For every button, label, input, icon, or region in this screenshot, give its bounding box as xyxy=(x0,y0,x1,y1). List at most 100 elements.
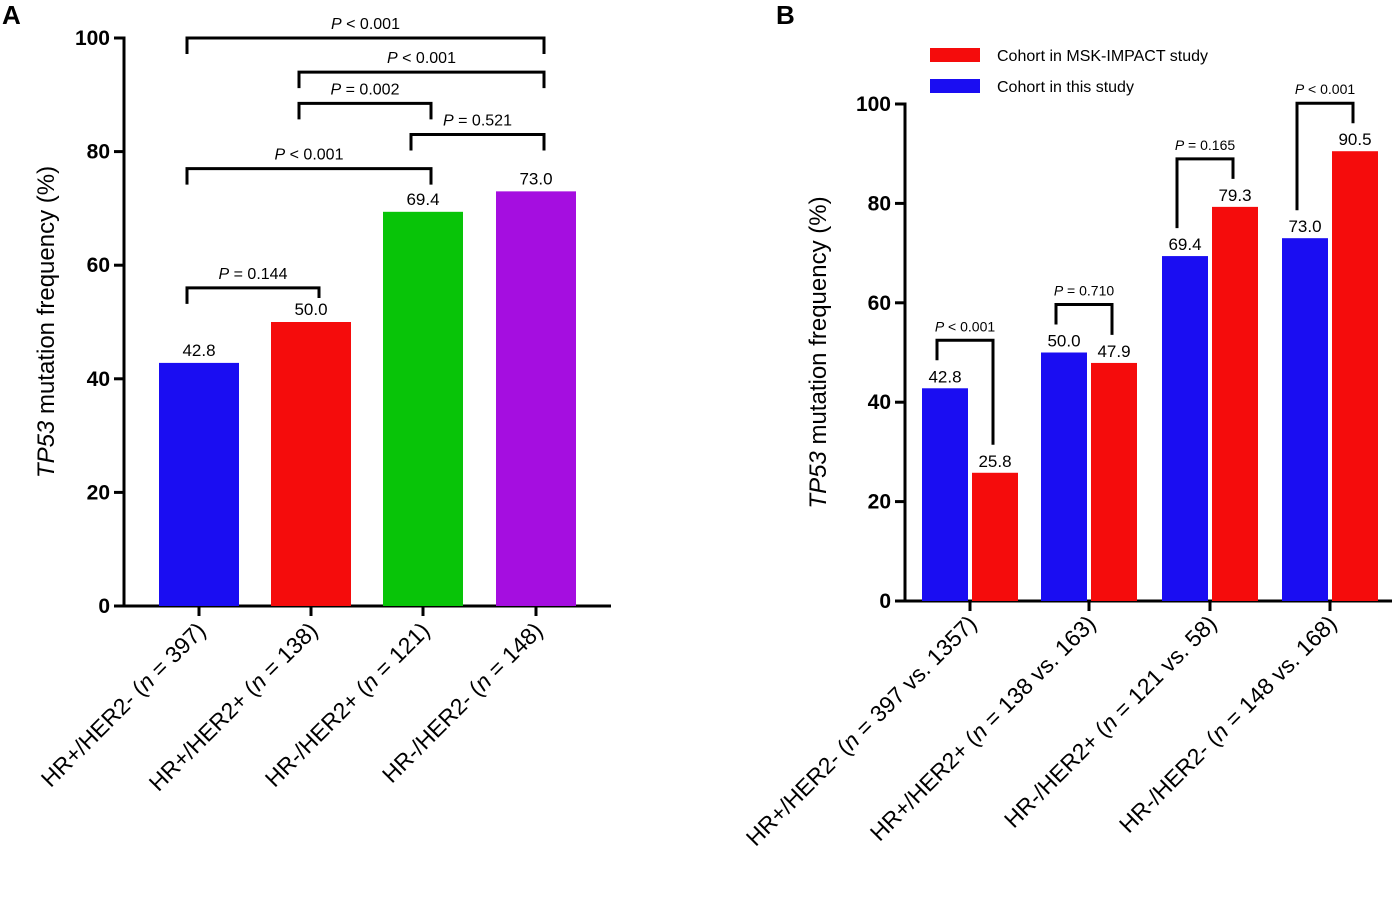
panel-b-ytick-label: 40 xyxy=(868,391,891,414)
panel-a-ytick-label: 100 xyxy=(75,27,110,50)
panel-b-significance-bracket xyxy=(935,338,995,445)
panel-b-category-label-part: HR-/HER2- ( xyxy=(1114,727,1225,838)
panel-a-ytick-label: 0 xyxy=(98,595,110,618)
panel-a-p-value-part: = 0.521 xyxy=(454,113,512,130)
panel-b-category-label: HR-/HER2+ (n = 121 vs. 58) xyxy=(999,610,1222,833)
panel-a-y-axis-title-part: TP53 xyxy=(33,420,60,478)
panel-a-p-value-part: < 0.001 xyxy=(398,50,456,67)
panel-b-legend-swatch xyxy=(930,48,980,62)
panel-a-significance-bracket xyxy=(185,167,433,185)
panel-a-p-value-part: P xyxy=(443,113,454,130)
panel-b-ytick-label: 100 xyxy=(856,93,891,116)
panel-a-significance-bracket xyxy=(185,36,546,54)
panel-a-ytick-label: 20 xyxy=(87,481,110,504)
panel-a-p-value-part: P xyxy=(387,50,398,67)
panel-a-p-value: P < 0.001 xyxy=(387,50,456,67)
panel-a-bar xyxy=(496,191,576,607)
panel-b-category-label-part: HR+/HER2- ( xyxy=(741,736,856,851)
panel-b-value-label: 47.9 xyxy=(1097,342,1130,361)
panel-a-category-label-part: = 138) xyxy=(253,617,322,686)
panel-b-letter: B xyxy=(776,0,795,30)
panel-b-legend-swatch xyxy=(930,79,980,93)
panel-b-p-value-part: = 0.710 xyxy=(1063,283,1114,299)
panel-a-p-value-part: P xyxy=(219,266,230,283)
panel-a-significance-bracket xyxy=(185,286,321,304)
panel-b-value-label: 25.8 xyxy=(978,452,1011,471)
panel-b-y-axis-title-part: mutation frequency (%) xyxy=(805,196,832,451)
panel-a-value-label: 73.0 xyxy=(519,169,552,188)
panel-a-significance-bracket xyxy=(409,133,546,151)
panel-a-category-label-part: HR+/HER2- ( xyxy=(36,677,151,792)
panel-b-p-value-part: P xyxy=(935,318,945,334)
panel-b-category-label-part: = 121 vs. 58) xyxy=(1104,610,1221,727)
panel-b-ytick-label: 0 xyxy=(879,590,891,613)
panel-a-category-label-part: = 148) xyxy=(478,617,547,686)
panel-b-y-axis-title-part: TP53 xyxy=(805,451,832,509)
panel-a-category-label-part: = 121) xyxy=(365,617,434,686)
panel-a-y-axis-title: TP53 mutation frequency (%) xyxy=(33,166,60,478)
panel-b-p-value: P = 0.165 xyxy=(1175,137,1236,153)
panel-b-bar-this-study xyxy=(922,388,968,601)
panel-a-p-value-part: < 0.001 xyxy=(342,16,400,33)
panel-a-p-value-part: = 0.144 xyxy=(229,266,287,283)
panel-b-legend-label: Cohort in MSK-IMPACT study xyxy=(997,48,1208,65)
panel-b-value-label: 42.8 xyxy=(928,367,961,386)
panel-b-ytick-label: 60 xyxy=(868,292,891,315)
panel-a-p-value-part: = 0.002 xyxy=(341,81,399,98)
panel-a-value-label: 69.4 xyxy=(406,190,439,209)
panel-a-p-value-part: < 0.001 xyxy=(285,147,343,164)
panel-b-category-label: HR+/HER2- (n = 397 vs. 1357) xyxy=(741,610,982,851)
panel-a-value-label: 50.0 xyxy=(294,300,327,319)
panel-b-p-value-part: < 0.001 xyxy=(1304,81,1355,97)
panel-a-bar xyxy=(383,211,463,607)
panel-a-p-value-part: P xyxy=(275,147,286,164)
panel-a-p-value: P < 0.001 xyxy=(275,147,344,164)
panel-a-p-value: P = 0.521 xyxy=(443,113,512,130)
panel-b-value-label: 73.0 xyxy=(1288,217,1321,236)
panel-b-p-value-part: P xyxy=(1054,283,1064,299)
panel-b-significance-bracket xyxy=(1054,303,1114,335)
panel-a-significance-bracket xyxy=(297,70,546,89)
panel-b-p-value-part: P xyxy=(1175,137,1185,153)
panel-b-legend-label: Cohort in this study xyxy=(997,79,1134,96)
panel-b-bar-this-study xyxy=(1162,256,1208,601)
panel-b-category-label-part: = 397 vs. 1357) xyxy=(846,610,981,745)
panel-a-ytick-label: 60 xyxy=(87,254,110,277)
panel-b-category-label: HR+/HER2+ (n = 138 vs. 163) xyxy=(865,610,1101,846)
panel-b-category-label: HR-/HER2- (n = 148 vs. 168) xyxy=(1114,610,1342,838)
panel-b-ytick-label: 80 xyxy=(868,192,891,215)
panel-b-significance-bracket xyxy=(1295,101,1355,211)
panel-b-p-value-part: = 0.165 xyxy=(1184,137,1235,153)
panel-b-bar-msk-impact xyxy=(1091,362,1137,601)
panel-b-bar-msk-impact xyxy=(1332,151,1378,601)
panel-a-category-label-part: HR+/HER2+ ( xyxy=(144,677,263,796)
panel-b-bar-msk-impact xyxy=(1212,206,1258,601)
panel-b-category-label-part: = 138 vs. 163) xyxy=(974,610,1100,736)
panel-b-category-label-part: HR-/HER2+ ( xyxy=(999,718,1114,833)
panel-a-ytick-label: 40 xyxy=(87,368,110,391)
panel-b-bar-this-study xyxy=(1041,352,1087,601)
panel-a-p-value: P = 0.144 xyxy=(219,266,288,283)
panel-a-y-axis-title-part: mutation frequency (%) xyxy=(33,166,60,421)
panel-b-p-value-part: < 0.001 xyxy=(944,318,995,334)
panel-b-bar-this-study xyxy=(1282,238,1328,601)
panel-a-p-value-part: P xyxy=(331,81,342,98)
panel-b-p-value: P < 0.001 xyxy=(1295,81,1356,97)
panel-a-bar xyxy=(159,362,239,606)
panel-b-significance-bracket xyxy=(1175,157,1235,229)
panel-a-category-label-part: HR-/HER2+ ( xyxy=(260,677,375,792)
panel-a-p-value-part: P xyxy=(331,16,342,33)
panel-a-ytick-label: 80 xyxy=(87,141,110,164)
panel-a-bar xyxy=(271,322,351,606)
panel-b-value-label: 50.0 xyxy=(1047,332,1080,351)
panel-a-value-label: 42.8 xyxy=(182,341,215,360)
panel-b-p-value-part: P xyxy=(1295,81,1305,97)
panel-a-p-value: P < 0.001 xyxy=(331,16,400,33)
panel-b-value-label: 90.5 xyxy=(1338,130,1371,149)
panel-b-p-value: P < 0.001 xyxy=(935,318,996,334)
panel-a-category-label-part: HR-/HER2- ( xyxy=(377,677,488,788)
panel-b-p-value: P = 0.710 xyxy=(1054,283,1115,299)
panel-a-significance-bracket xyxy=(297,101,433,120)
panel-a-p-value: P = 0.002 xyxy=(331,81,400,98)
